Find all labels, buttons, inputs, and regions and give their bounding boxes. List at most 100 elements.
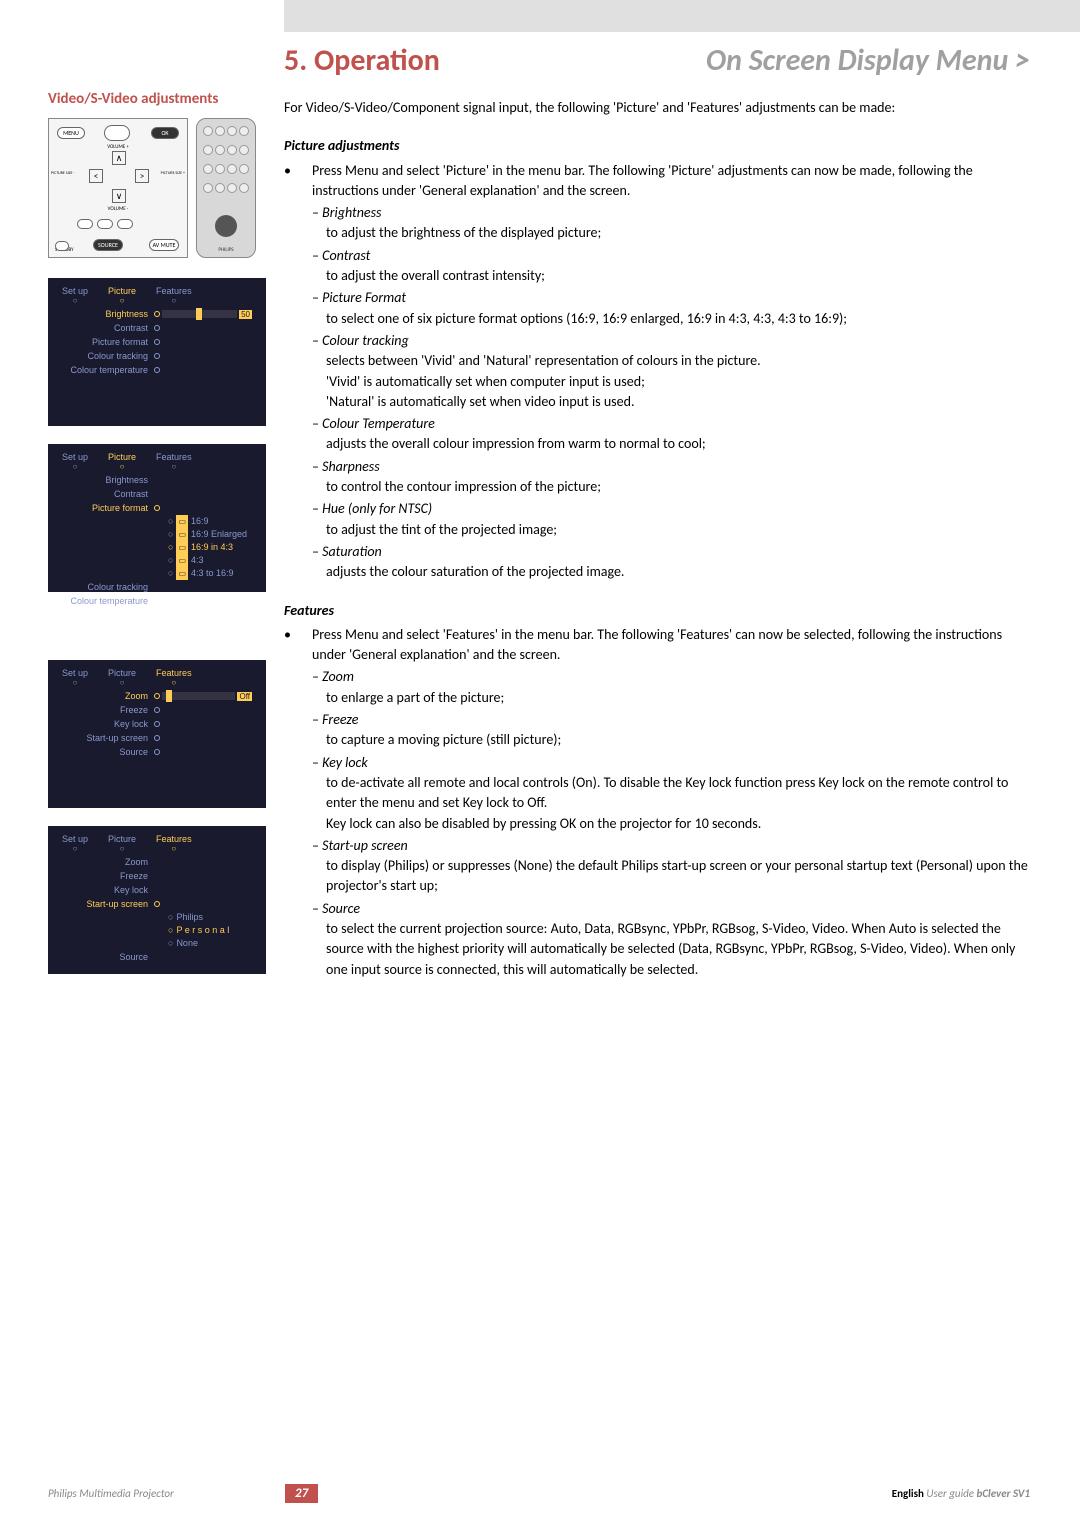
osd-row: Colour tracking — [48, 349, 266, 363]
sub-item-desc: to display (Philips) or suppresses (None… — [312, 856, 1029, 897]
sub-item-desc: 'Natural' is automatically set when vide… — [312, 392, 1029, 412]
sub-item-desc: to enlarge a part of the picture; — [312, 688, 1029, 708]
sub-item: – Start-up screento display (Philips) or… — [312, 836, 1029, 897]
main-content: For Video/S-Video/Component signal input… — [284, 98, 1029, 980]
osd-row-value: Off — [154, 692, 252, 701]
osd-tab-setup: Set up — [62, 668, 88, 678]
osd-row-value — [154, 735, 252, 741]
osd-tab-features: Features — [156, 834, 192, 844]
osd-row: Zoom — [48, 855, 266, 869]
sub-item: – Key lockto de-activate all remote and … — [312, 753, 1029, 834]
page-title: On Screen Display Menu > — [706, 42, 1030, 79]
osd-row: Key lock — [48, 883, 266, 897]
sub-item-title: – Start-up screen — [312, 836, 1029, 856]
osd-row-label: Picture format — [62, 337, 154, 347]
osd-tab-picture: Picture — [108, 834, 136, 844]
osd-picture-brightness: Set up○ Picture○ Features○ Brightness50C… — [48, 278, 266, 426]
osd-tabs: Set up○ Picture○ Features○ — [48, 444, 266, 473]
osd-row: Key lock — [48, 717, 266, 731]
picture-bullet-text: Press Menu and select 'Picture' in the m… — [312, 161, 1029, 202]
osd-row-highlighted: Start-up screen — [48, 897, 266, 911]
sub-item-desc: to select one of six picture format opti… — [312, 309, 1029, 329]
osd-row: Freeze — [48, 869, 266, 883]
page-number: 27 — [285, 1484, 318, 1503]
osd-features-startup: Set up○ Picture○ Features○ ZoomFreezeKey… — [48, 826, 266, 974]
osd-sub-option: ○ None — [168, 937, 266, 950]
source-btn: SOURCE — [93, 239, 123, 251]
osd-row: Freeze — [48, 703, 266, 717]
footer-left: Philips Multimedia Projector — [48, 1487, 174, 1500]
sub-item: – Picture Formatto select one of six pic… — [312, 288, 1029, 329]
osd-row-label: Contrast — [62, 323, 154, 333]
sub-item-desc: to capture a moving picture (still pictu… — [312, 730, 1029, 750]
osd-row-label: Key lock — [62, 719, 154, 729]
sub-item-title: – Key lock — [312, 753, 1029, 773]
sub-item: – Colour trackingselects between 'Vivid'… — [312, 331, 1029, 412]
sub-item: – Contrastto adjust the overall contrast… — [312, 246, 1029, 287]
osd-row-value — [154, 707, 252, 713]
features-bullet-text: Press Menu and select 'Features' in the … — [312, 625, 1029, 666]
footer-right: English User guide bClever SV1 — [892, 1487, 1030, 1500]
page-header: 5. Operation On Screen Display Menu > — [284, 42, 1030, 79]
sub-item-desc: to adjust the overall contrast intensity… — [312, 266, 1029, 286]
osd-tab-features: Features — [156, 668, 192, 678]
intro-text: For Video/S-Video/Component signal input… — [284, 98, 1029, 118]
sub-item: – Colour Temperatureadjusts the overall … — [312, 414, 1029, 455]
chapter-title: 5. Operation — [284, 42, 440, 79]
sidebar: Video/S-Video adjustments MENU OK ∧ < > … — [48, 90, 268, 992]
osd-row-label: Brightness — [62, 309, 154, 319]
osd-row: ZoomOff — [48, 689, 266, 703]
psize-left-label: PICTURE SIZE - — [51, 171, 75, 176]
osd-row-value — [154, 339, 252, 345]
osd-row: Picture format — [48, 335, 266, 349]
features-items-list: – Zoomto enlarge a part of the picture;–… — [284, 667, 1029, 979]
sub-item-title: – Saturation — [312, 542, 1029, 562]
osd-row-value — [154, 367, 252, 373]
osd-tabs: Set up○ Picture○ Features○ — [48, 278, 266, 307]
osd-row-label: Freeze — [62, 705, 154, 715]
osd-tab-features: Features — [156, 286, 192, 296]
sub-item-title: – Freeze — [312, 710, 1029, 730]
osd-tab-picture: Picture — [108, 668, 136, 678]
osd-sub-option: ○ P e r s o n a l — [168, 924, 266, 937]
osd-row: Colour temperature — [48, 363, 266, 377]
sub-item-title: – Contrast — [312, 246, 1029, 266]
remote-panel-left: MENU OK ∧ < > ∨ VOLUME + VOLUME - PICTUR… — [48, 118, 188, 258]
features-bullet: • Press Menu and select 'Features' in th… — [284, 625, 1029, 666]
osd-features-zoom: Set up○ Picture○ Features○ ZoomOffFreeze… — [48, 660, 266, 808]
osd-row-label: Zoom — [62, 691, 154, 701]
osd-row: Contrast — [48, 321, 266, 335]
osd-sub-option: ○ ▭ 16:9 — [168, 515, 266, 528]
osd-row-label: Start-up screen — [62, 733, 154, 743]
osd-row-label: Source — [62, 747, 154, 757]
osd-row: Colour tracking — [48, 580, 266, 594]
sub-item-title: – Picture Format — [312, 288, 1029, 308]
osd-sub-option: ○ ▭ 4:3 — [168, 554, 266, 567]
osd-row: Colour temperature — [48, 594, 266, 608]
sub-item-title: – Brightness — [312, 203, 1029, 223]
sub-item: – Saturationadjusts the colour saturatio… — [312, 542, 1029, 583]
sub-item-title: – Hue (only for NTSC) — [312, 499, 1029, 519]
osd-row: Source — [48, 745, 266, 759]
osd-row-value — [154, 325, 252, 331]
avmute-btn: AV MUTE — [149, 239, 179, 251]
osd-rows: Brightness50ContrastPicture formatColour… — [48, 307, 266, 377]
osd-tabs: Set up○ Picture○ Features○ — [48, 826, 266, 855]
sub-item-title: – Zoom — [312, 667, 1029, 687]
footer-lang: English — [892, 1487, 924, 1500]
osd-row: Contrast — [48, 487, 266, 501]
osd-sub-options: ○ ▭ 16:9○ ▭ 16:9 Enlarged○ ▭ 16:9 in 4:3… — [48, 515, 266, 580]
remote-panel-right: PHILIPS — [196, 118, 256, 258]
osd-sub-option: ○ ▭ 16:9 in 4:3 — [168, 541, 266, 554]
osd-sub-option: ○ ▭ 16:9 Enlarged — [168, 528, 266, 541]
osd-row-value — [154, 353, 252, 359]
remote-illustration: MENU OK ∧ < > ∨ VOLUME + VOLUME - PICTUR… — [48, 118, 268, 258]
sub-item: – Sharpnessto control the contour impres… — [312, 457, 1029, 498]
sub-item-desc: to de-activate all remote and local cont… — [312, 773, 1029, 814]
picture-items-list: – Brightnessto adjust the brightness of … — [284, 203, 1029, 582]
sidebar-title: Video/S-Video adjustments — [48, 90, 268, 108]
picture-bullet: • Press Menu and select 'Picture' in the… — [284, 161, 1029, 202]
osd-picture-format: Set up○ Picture○ Features○ BrightnessCon… — [48, 444, 266, 592]
vol-up-label: VOLUME + — [49, 144, 187, 150]
osd-sub-options: ○ Philips○ P e r s o n a l○ None — [48, 911, 266, 950]
